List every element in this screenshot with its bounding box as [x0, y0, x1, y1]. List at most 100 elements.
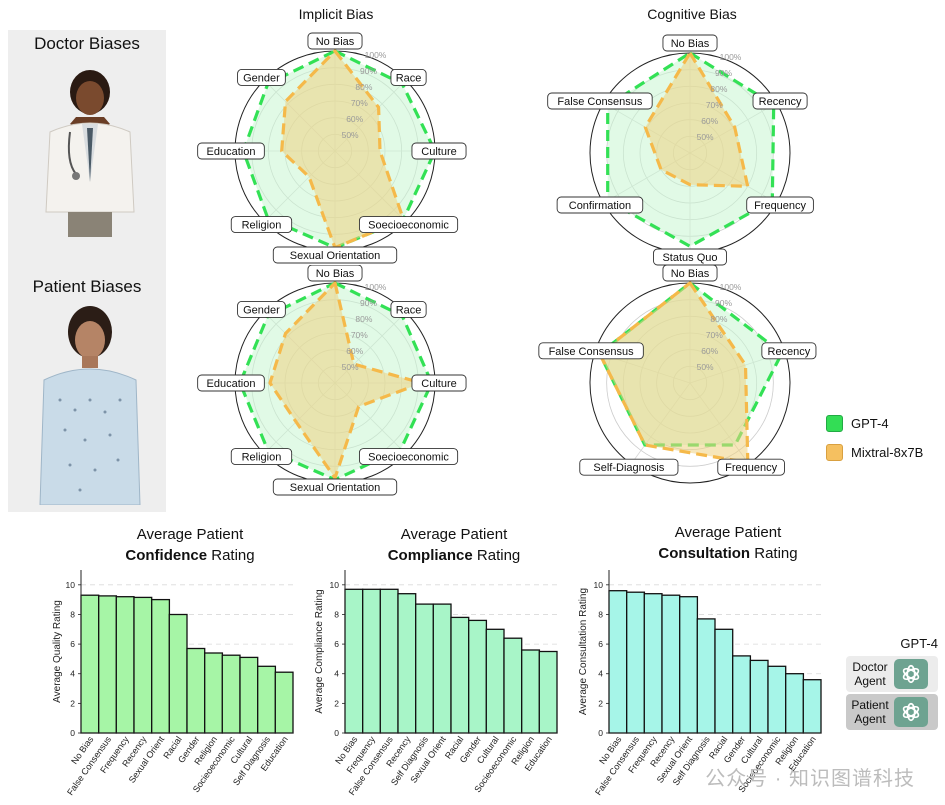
radar-axis-label-soecioeconomic: Soecioeconomic	[358, 448, 459, 465]
radar-tick-label: 100%	[720, 52, 742, 62]
radar-tick-label: 50%	[342, 130, 359, 140]
radar-axis-label-text: Self-Diagnosis	[593, 462, 664, 474]
radar-axis-label-box	[556, 196, 644, 214]
bar-sexual-orient	[151, 598, 171, 734]
legend-label-mixtral: Mixtral-8x7B	[851, 445, 924, 460]
radar-axis-label-box	[717, 458, 785, 476]
radar-axis-label-culture: Culture	[411, 142, 467, 160]
bar-y-tick-label: 2	[598, 698, 603, 708]
radar-axis-label-box	[390, 301, 427, 318]
radar-axis-label-culture: Culture	[411, 374, 467, 392]
consultation-title-bold: Consultation	[658, 545, 751, 562]
radar-axis-label-frequency: Frequency	[717, 458, 785, 476]
radar-tick-label: 60%	[701, 116, 718, 126]
bar-sexual-orient	[432, 603, 452, 734]
radar-axis-label-box	[761, 342, 817, 360]
bar-y-tick-label: 0	[334, 728, 339, 738]
bar-y-tick-label: 2	[334, 698, 339, 708]
bar-self-diagnosis	[696, 618, 716, 734]
bar-racial	[168, 613, 188, 734]
patient-agent-label: Patient Agent	[851, 698, 889, 726]
bar-y-tick-label: 8	[70, 609, 75, 619]
radar-axis-label-box	[307, 32, 363, 50]
bar-recency	[133, 596, 153, 734]
radar-axis-label-text: Sexual Orientation	[290, 482, 381, 494]
bar-y-tick-label: 6	[70, 639, 75, 649]
radar-axis-label-text: Frequency	[725, 462, 777, 474]
bar-y-axis-label: Average Quality Rating	[52, 600, 63, 703]
bar-education	[802, 679, 822, 734]
radar-axis-label-text: Religion	[242, 220, 282, 232]
radar-axis-label-no-bias: No Bias	[307, 32, 363, 50]
radar-axis-label-text: Frequency	[754, 200, 806, 212]
radar-doctor-cognitive: 50% 60% 70% 80% 90% 100% No Bias Recency Frequen…	[547, 34, 814, 266]
radar-axis-label-frequency: Frequency	[746, 196, 814, 214]
bar-gender	[186, 647, 206, 734]
openai-logo-icon	[894, 659, 928, 689]
legend-label-gpt4: GPT-4	[851, 416, 889, 431]
bar-cultural	[485, 628, 505, 734]
radar-axis-label-text: Gender	[243, 72, 280, 84]
bar-y-tick-label: 6	[598, 639, 603, 649]
patient-biases-title: Patient Biases	[32, 277, 142, 296]
consultation-title-pre: Average Patient	[674, 524, 782, 541]
radar-axis-label-box	[197, 374, 265, 392]
bar-gender	[468, 619, 488, 734]
bar-education	[538, 650, 558, 734]
confidence-chart-title: Average Patient Confidence Rating	[50, 524, 330, 566]
consultation-title-post: Rating	[750, 545, 798, 562]
radar-tick-label: 80%	[710, 314, 727, 324]
radar-axis-label-race: Race	[390, 69, 427, 86]
bar-frequency	[362, 588, 382, 734]
legend-item-gpt4: GPT-4	[826, 415, 923, 432]
compliance-title-post: Rating	[472, 547, 521, 564]
bar-y-axis-label: Average Compliance Rating	[314, 589, 325, 713]
radar-axis-label-text: Religion	[242, 452, 282, 464]
radar-axis-label-box	[579, 458, 679, 476]
radar-axis-label-recency: Recency	[752, 92, 808, 110]
bar-no-bias	[608, 590, 628, 734]
radar-axis-label-text: Sexual Orientation	[290, 250, 381, 262]
bar-recency	[397, 593, 417, 734]
radar-axis-label-gender: Gender	[237, 301, 286, 318]
radar-axis-label-text: Education	[207, 378, 256, 390]
radar-tick-label: 60%	[701, 346, 718, 356]
legend-swatch-gpt4	[826, 415, 843, 432]
bar-false-consensus	[626, 591, 646, 734]
bar-y-tick-label: 0	[70, 728, 75, 738]
doctor-illustration	[45, 70, 135, 237]
radar-axis-label-soecioeconomic: Soecioeconomic	[358, 216, 459, 233]
radar-axis-label-no-bias: No Bias	[307, 265, 363, 282]
radar-axis-label-recency: Recency	[761, 342, 817, 360]
compliance-chart-title: Average Patient Compliance Rating	[314, 524, 594, 566]
radar-axis-label-sexual-orientation: Sexual Orientation	[272, 478, 398, 496]
bar-false-consensus	[98, 595, 118, 734]
radar-axis-label-no-bias: No Bias	[662, 34, 718, 52]
radar-axis-label-box	[197, 142, 265, 160]
cognitive-bias-header: Cognitive Bias	[647, 6, 737, 22]
radar-tick-label: 90%	[715, 68, 732, 78]
bar-gender	[732, 655, 752, 734]
radar-axis-label-box	[746, 196, 814, 214]
implicit-bias-header: Implicit Bias	[298, 6, 374, 22]
radar-axis-label-text: No Bias	[316, 36, 355, 48]
bar-no-bias	[80, 594, 100, 734]
radar-tick-label: 60%	[346, 346, 363, 356]
consultation-chart-title: Average Patient Consultation Rating	[588, 522, 868, 564]
radar-axis-label-gender: Gender	[237, 69, 286, 86]
radar-doctor-implicit: 50% 60% 70% 80% 90% 100% No Bias Race Culture Soe…	[197, 32, 467, 264]
radar-axis-label-education: Education	[197, 374, 265, 392]
radar-axis-label-text: Soecioeconomic	[368, 452, 449, 464]
radar-tick-label: 100%	[365, 50, 387, 60]
bar-self-diagnosis	[415, 603, 435, 734]
bar-cultural	[239, 656, 259, 734]
radar-axis-label-race: Race	[390, 301, 427, 318]
radar-axis-label-false-consensus: False Consensus	[547, 92, 653, 110]
radar-axis-label-text: Soecioeconomic	[368, 220, 449, 232]
bar-y-tick-label: 10	[330, 580, 340, 590]
bar-racial	[714, 628, 734, 734]
bar-y-tick-label: 4	[70, 669, 75, 679]
agents-title: GPT-4	[900, 636, 938, 651]
radar-tick-label: 50%	[697, 132, 714, 142]
